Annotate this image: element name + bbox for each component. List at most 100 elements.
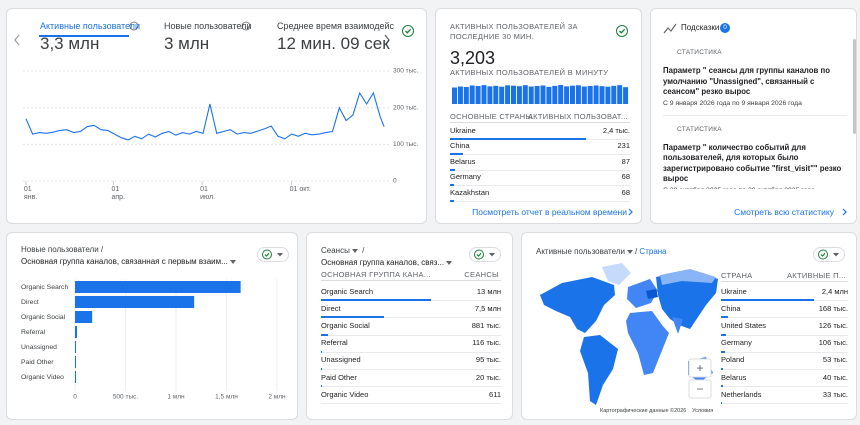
dimension[interactable]: Страна bbox=[639, 247, 667, 256]
x-tick-label: 0 bbox=[73, 394, 77, 401]
dimension[interactable]: Основная группа каналов, связ... bbox=[321, 258, 445, 267]
header-rule bbox=[450, 122, 630, 123]
check-icon bbox=[402, 25, 414, 37]
realtime-link[interactable]: Посмотреть отчет в реальном времени bbox=[472, 207, 627, 217]
map-region[interactable] bbox=[646, 289, 658, 299]
table-row: Organic Social 881 тыс. bbox=[321, 318, 501, 336]
compare-pill[interactable] bbox=[257, 247, 289, 262]
bar bbox=[75, 281, 241, 293]
row-name: Organic Video bbox=[321, 389, 369, 399]
table-row: Paid Other 20 тыс. bbox=[321, 370, 501, 388]
tab-label[interactable]: Активные пользователи bbox=[40, 21, 141, 31]
bar bbox=[463, 87, 469, 104]
row-bar bbox=[321, 299, 431, 302]
realtime-title: АКТИВНЫХ ПОЛЬЗОВАТЕЛЕЙ ЗА ПОСЛЕДНИЕ 30 М… bbox=[450, 22, 578, 41]
scrollbar[interactable] bbox=[853, 39, 856, 134]
help-icon[interactable] bbox=[241, 21, 251, 31]
map-region[interactable] bbox=[660, 269, 716, 285]
bar bbox=[617, 85, 623, 104]
map-region[interactable] bbox=[656, 270, 718, 329]
countries-card: Активные пользователи / Страна + − Картог… bbox=[521, 232, 857, 420]
bar bbox=[511, 85, 516, 104]
map-region[interactable] bbox=[627, 279, 658, 308]
new-users-chart: 0 500 тыс. 1 млн 1,5 млн 2 млн Organic Search… bbox=[21, 279, 286, 401]
map-terms[interactable]: Условия bbox=[692, 408, 714, 414]
bar bbox=[575, 85, 581, 104]
map-region[interactable] bbox=[540, 277, 615, 333]
row-name: United States bbox=[721, 320, 767, 330]
row-value: 95 тыс. bbox=[475, 355, 501, 365]
table-row: Ukraine 2,4 млн bbox=[721, 284, 848, 302]
help-icon[interactable] bbox=[129, 21, 139, 31]
metric[interactable]: Сеансы bbox=[321, 246, 350, 255]
separator: / bbox=[634, 247, 638, 256]
prev-arrow[interactable] bbox=[14, 34, 20, 46]
row-name: Ukraine bbox=[450, 125, 476, 135]
compare-pill[interactable] bbox=[813, 247, 845, 262]
next-arrow[interactable] bbox=[384, 34, 390, 46]
line bbox=[25, 91, 385, 141]
tab-label[interactable]: Среднее время взаимодейс bbox=[277, 21, 395, 31]
table-row: Ukraine 2,4 тыс. bbox=[450, 124, 630, 140]
tab-label[interactable]: Новые пользователи bbox=[164, 21, 252, 31]
insights-link[interactable]: Смотреть всю статистику bbox=[734, 207, 834, 217]
bar bbox=[528, 86, 534, 104]
metric[interactable]: Новые пользователи / bbox=[21, 245, 104, 254]
category-label: Direct bbox=[21, 299, 39, 306]
world-map bbox=[540, 263, 718, 405]
category-label: Referral bbox=[21, 329, 46, 336]
bar bbox=[481, 85, 487, 104]
bar bbox=[599, 86, 605, 104]
row-name: China bbox=[450, 141, 470, 151]
row-bar bbox=[721, 350, 726, 353]
column-header: СЕАНСЫ bbox=[464, 270, 499, 279]
zoom-in[interactable] bbox=[688, 358, 712, 378]
header-rule bbox=[721, 281, 848, 282]
map-region[interactable] bbox=[602, 263, 631, 285]
bar bbox=[605, 86, 611, 104]
check-icon bbox=[474, 249, 495, 260]
row-value: 106 тыс. bbox=[818, 338, 848, 348]
row-bar bbox=[721, 367, 724, 370]
row-value: 126 тыс. bbox=[818, 320, 848, 330]
row-name: Belarus bbox=[450, 156, 476, 166]
row-bar bbox=[450, 184, 454, 186]
check-mark bbox=[405, 28, 412, 34]
row-name: Referral bbox=[321, 338, 348, 348]
row-bar bbox=[450, 153, 464, 155]
row-value: 87 bbox=[621, 156, 630, 166]
x-tick-label: 500 тыс. bbox=[113, 394, 139, 401]
table-row: Referral 116 тыс. bbox=[321, 336, 501, 353]
table-row: China 168 тыс. bbox=[721, 301, 848, 319]
overview-card: 0 100 тыс. 200 тыс. 300 тыс. Активные польз… bbox=[6, 8, 427, 224]
column-header: ОСНОВНЫЕ СТРАНЫ bbox=[450, 112, 533, 121]
row-bar bbox=[721, 385, 723, 388]
bar bbox=[75, 326, 78, 338]
bar bbox=[540, 85, 546, 104]
bar bbox=[475, 86, 481, 104]
zoom-out-label[interactable]: − bbox=[696, 382, 704, 396]
insights-title: Подсказки bbox=[681, 23, 720, 32]
dimension[interactable]: Основная группа каналов, связанная с пер… bbox=[21, 257, 228, 266]
tab-value: 3,3 млн bbox=[40, 34, 100, 53]
map-region[interactable] bbox=[626, 311, 669, 375]
insights-list: СТАТИСТИКА Параметр " сеансы для группы к… bbox=[663, 49, 847, 189]
y-tick-label: 200 тыс. bbox=[393, 104, 419, 111]
row-name: Direct bbox=[321, 303, 341, 313]
row-name: Ukraine bbox=[721, 286, 747, 296]
compare-pill[interactable] bbox=[469, 247, 501, 262]
x-tick-label: 01 апр. bbox=[111, 186, 126, 201]
map-region[interactable] bbox=[580, 335, 618, 405]
table-row: Belarus 40 тыс. bbox=[721, 370, 848, 388]
insight-tag: СТАТИСТИКА bbox=[677, 125, 722, 133]
zoom-in-label[interactable]: + bbox=[696, 361, 704, 375]
row-value: 20 тыс. bbox=[475, 372, 501, 382]
map-region[interactable] bbox=[672, 317, 683, 334]
table-row: Germany 106 тыс. bbox=[721, 336, 848, 353]
bar bbox=[75, 341, 76, 353]
bar bbox=[75, 371, 76, 383]
row-value: 116 тыс. bbox=[472, 338, 501, 348]
zoom-out[interactable] bbox=[688, 379, 712, 399]
metric[interactable]: Активные пользователи bbox=[536, 247, 625, 256]
